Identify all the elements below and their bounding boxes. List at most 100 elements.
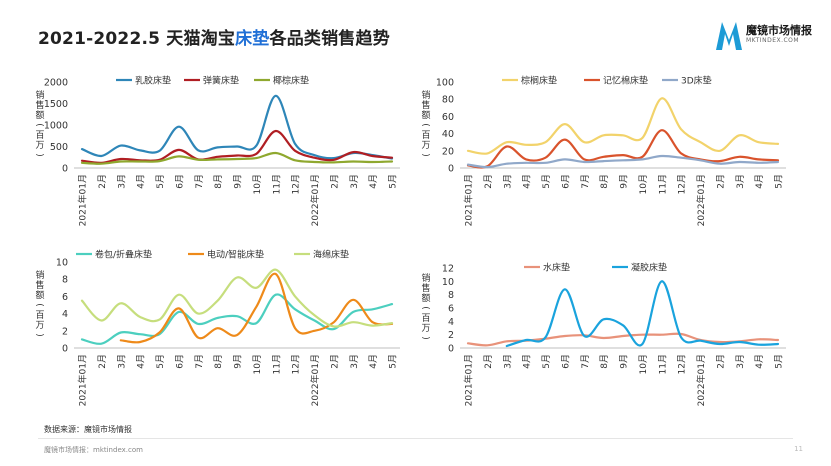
x-tick-label-3-9: 10月 <box>638 354 649 374</box>
y-tick-label-0-0: 0 <box>62 164 68 175</box>
svg-text:): ) <box>34 333 44 337</box>
footer-divider <box>38 438 793 439</box>
x-tick-label-0-2: 3月 <box>116 174 127 189</box>
y-tick-label-2-5: 10 <box>56 258 68 269</box>
y-tick-label-3-3: 6 <box>448 304 454 315</box>
x-tick-label-0-12: 2022年01月 <box>309 174 321 226</box>
y-tick-label-2-2: 4 <box>62 309 68 320</box>
x-tick-label-0-10: 11月 <box>271 174 282 194</box>
svg-text:万: 万 <box>421 324 430 334</box>
legend-label-2-0: 卷包/折叠床垫 <box>95 249 152 261</box>
legend-label-1-0: 棕榈床垫 <box>521 75 557 87</box>
x-tick-label-1-11: 12月 <box>677 174 688 194</box>
svg-text:万: 万 <box>421 141 430 151</box>
x-tick-label-1-10: 11月 <box>657 174 668 194</box>
chart-panel-top-right: 棕榈床垫 记忆棉床垫 3D床垫 0 20 40 60 80 100 销售额 (百万) 2021年01月… <box>420 75 786 226</box>
x-tick-label-1-6: 7月 <box>580 174 591 189</box>
svg-text:(: ( <box>34 123 44 127</box>
svg-text:万: 万 <box>35 141 44 151</box>
y-axis-label-0: 销售额 (百万) <box>34 89 45 157</box>
series-line-1-1 <box>466 129 780 169</box>
svg-text:): ) <box>420 153 430 157</box>
x-tick-label-3-3: 4月 <box>522 354 533 369</box>
x-tick-label-2-8: 9月 <box>233 354 244 369</box>
x-tick-label-3-11: 12月 <box>677 354 688 374</box>
x-tick-label-2-11: 12月 <box>291 354 302 374</box>
y-tick-label-2-1: 2 <box>62 326 68 337</box>
x-tick-label-1-2: 3月 <box>502 174 513 189</box>
svg-text:销: 销 <box>421 89 430 101</box>
x-tick-label-1-5: 6月 <box>560 174 571 189</box>
y-tick-label-3-2: 4 <box>448 317 454 328</box>
x-tick-label-3-4: 5月 <box>541 354 552 369</box>
svg-text:额: 额 <box>421 109 430 121</box>
x-tick-label-2-7: 8月 <box>213 354 224 369</box>
x-tick-label-2-15: 4月 <box>368 354 379 369</box>
x-tick-label-0-13: 2月 <box>329 174 340 189</box>
legend-label-1-2: 3D床垫 <box>681 75 712 87</box>
y-tick-label-2-4: 8 <box>62 275 68 286</box>
x-tick-label-2-16: 5月 <box>388 354 399 369</box>
x-tick-label-3-16: 5月 <box>774 354 785 369</box>
x-tick-label-2-6: 7月 <box>194 354 205 369</box>
x-tick-label-1-1: 2月 <box>483 174 494 189</box>
x-tick-label-1-0: 2021年01月 <box>463 174 475 226</box>
x-tick-label-3-10: 11月 <box>657 354 668 374</box>
svg-text:百: 百 <box>35 130 44 141</box>
x-tick-label-0-3: 4月 <box>136 174 147 189</box>
svg-text:): ) <box>34 153 44 157</box>
y-tick-label-1-2: 40 <box>442 129 454 140</box>
y-tick-label-1-0: 0 <box>448 164 454 175</box>
svg-text:百: 百 <box>421 130 430 141</box>
y-tick-label-3-6: 12 <box>442 264 454 275</box>
x-tick-label-0-0: 2021年01月 <box>77 174 89 226</box>
y-tick-label-2-3: 6 <box>62 292 68 303</box>
y-tick-label-0-2: 1000 <box>44 121 68 132</box>
x-tick-label-3-7: 8月 <box>599 354 610 369</box>
y-tick-label-1-3: 60 <box>442 112 454 123</box>
legend-label-0-0: 乳胶床垫 <box>135 75 171 87</box>
svg-text:销: 销 <box>421 272 430 284</box>
svg-text:(: ( <box>420 123 430 127</box>
x-tick-label-1-16: 5月 <box>774 174 785 189</box>
brand-logo-icon <box>716 22 742 50</box>
svg-text:(: ( <box>420 306 430 310</box>
x-tick-label-0-7: 8月 <box>213 174 224 189</box>
x-tick-label-1-15: 4月 <box>754 174 765 189</box>
page-title: 2021-2022.5 天猫淘宝床垫各品类销售趋势 <box>38 29 390 49</box>
x-tick-label-0-9: 10月 <box>252 174 263 194</box>
svg-text:百: 百 <box>421 313 430 324</box>
x-tick-label-1-12: 2022年01月 <box>695 174 707 226</box>
svg-text:销: 销 <box>35 269 44 281</box>
series-line-1-0 <box>466 97 780 155</box>
x-tick-label-2-14: 3月 <box>349 354 360 369</box>
svg-text:售: 售 <box>35 279 44 291</box>
x-tick-label-3-0: 2021年01月 <box>463 354 475 406</box>
x-tick-label-2-9: 10月 <box>252 354 263 374</box>
x-tick-label-2-10: 11月 <box>271 354 282 374</box>
y-tick-label-3-5: 10 <box>442 277 454 288</box>
legend-label-0-2: 椰棕床垫 <box>273 75 309 87</box>
x-tick-label-3-2: 3月 <box>502 354 513 369</box>
x-tick-label-2-13: 2月 <box>329 354 340 369</box>
y-tick-label-3-4: 8 <box>448 290 454 301</box>
series-line-0-2 <box>80 151 394 165</box>
legend-label-2-1: 电动/智能床垫 <box>207 249 264 261</box>
y-axis-label-1: 销售额 (百万) <box>420 89 431 157</box>
x-tick-label-3-12: 2022年01月 <box>695 354 707 406</box>
x-tick-label-3-5: 6月 <box>560 354 571 369</box>
y-tick-label-0-1: 500 <box>50 142 68 153</box>
x-tick-label-0-11: 12月 <box>291 174 302 194</box>
x-tick-label-2-1: 2月 <box>97 354 108 369</box>
x-tick-label-0-15: 4月 <box>368 174 379 189</box>
x-tick-label-1-13: 2月 <box>715 174 726 189</box>
svg-text:(: ( <box>34 303 44 307</box>
x-tick-label-3-6: 7月 <box>580 354 591 369</box>
x-tick-label-0-5: 6月 <box>174 174 185 189</box>
svg-text:额: 额 <box>421 292 430 304</box>
svg-text:百: 百 <box>35 310 44 321</box>
x-tick-label-3-1: 2月 <box>483 354 494 369</box>
brand-name: 魔镜市场情报 <box>746 24 812 37</box>
y-tick-label-1-4: 80 <box>442 95 454 106</box>
x-tick-label-2-0: 2021年01月 <box>77 354 89 406</box>
